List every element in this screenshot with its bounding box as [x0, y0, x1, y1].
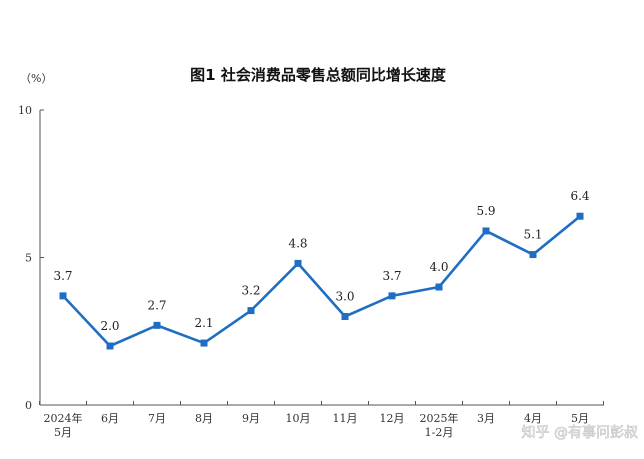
x-tick-label: 12月 [380, 412, 405, 425]
y-tick-label: 5 [25, 252, 32, 265]
data-point [200, 339, 208, 347]
x-tick-label: 10月 [286, 412, 311, 425]
watermark: 知乎 @有事问彭叔 [522, 424, 638, 441]
data-point [294, 259, 302, 267]
data-point [59, 292, 67, 300]
x-tick-label: 5月 [54, 426, 72, 439]
x-tick-label: 9月 [242, 412, 260, 425]
data-point [529, 251, 537, 259]
x-tick-label: 6月 [101, 412, 119, 425]
x-tick-label: 4月 [524, 412, 542, 425]
data-label: 2.0 [100, 319, 119, 333]
data-label: 3.7 [382, 269, 401, 283]
x-tick-label: 8月 [195, 412, 213, 425]
data-point [106, 342, 114, 350]
series-polyline [62, 215, 581, 348]
chart-title: 图1 社会消费品零售总额同比增长速度 [190, 66, 447, 84]
data-label: 4.0 [429, 260, 448, 274]
data-label: 5.9 [476, 204, 495, 218]
y-unit-label: （%） [20, 72, 52, 85]
data-point [388, 292, 396, 300]
y-tick-labels: 0 5 10 [18, 104, 32, 412]
data-label: 2.1 [194, 316, 213, 330]
x-tick-label: 3月 [477, 412, 495, 425]
y-tick-label: 10 [18, 104, 32, 117]
x-tick-label: 2025年 [420, 411, 459, 425]
data-labels: 3.7 2.0 2.7 2.1 3.2 4.8 3.0 3.7 4.0 5.9 5.1 6.4 [53, 189, 589, 333]
data-label: 4.8 [288, 236, 307, 250]
series-line [59, 212, 584, 350]
y-tick-label: 0 [25, 399, 32, 412]
axes [39, 109, 604, 406]
x-tick-label: 1-2月 [425, 426, 454, 439]
data-label: 5.1 [523, 228, 542, 242]
data-point [341, 313, 349, 320]
data-point [576, 212, 584, 220]
x-tick-label: 5月 [571, 412, 589, 425]
data-point [153, 321, 161, 329]
data-label: 2.7 [147, 298, 166, 312]
x-tick-label: 11月 [333, 412, 358, 425]
data-point [435, 283, 443, 291]
data-label: 3.0 [335, 290, 354, 304]
data-label: 6.4 [570, 189, 589, 203]
data-point [482, 227, 490, 235]
data-point [247, 307, 255, 315]
x-tick-label: 2024年 [44, 411, 83, 425]
data-label: 3.7 [53, 269, 72, 283]
x-tick-label: 7月 [148, 412, 166, 425]
data-label: 3.2 [241, 284, 260, 298]
